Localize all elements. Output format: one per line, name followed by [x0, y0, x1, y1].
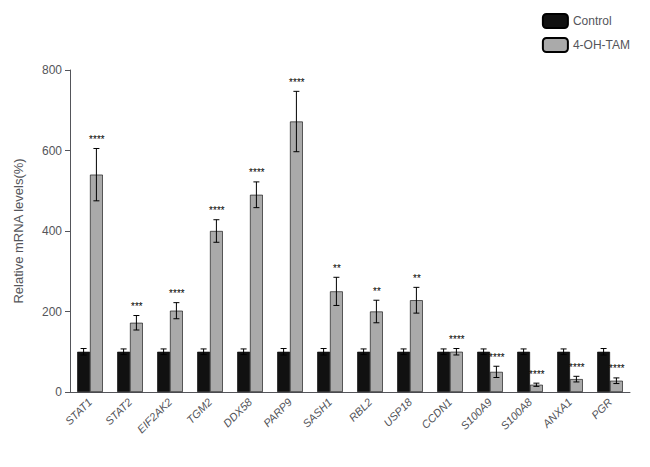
- svg-text:****: ****: [609, 363, 626, 374]
- svg-text:DDX58: DDX58: [221, 395, 255, 429]
- svg-text:0: 0: [55, 385, 62, 399]
- svg-text:STAT1: STAT1: [63, 396, 95, 428]
- svg-text:ANXA1: ANXA1: [540, 396, 575, 431]
- svg-text:Relative mRNA levels(%): Relative mRNA levels(%): [11, 158, 26, 303]
- svg-text:PGR: PGR: [589, 396, 614, 421]
- svg-text:***: ***: [131, 301, 144, 312]
- svg-text:**: **: [373, 286, 382, 297]
- svg-text:****: ****: [169, 288, 186, 299]
- svg-text:600: 600: [42, 144, 62, 158]
- svg-text:****: ****: [89, 134, 106, 145]
- svg-text:4-OH-TAM: 4-OH-TAM: [573, 38, 630, 52]
- svg-text:RBL2: RBL2: [346, 396, 374, 424]
- svg-text:Control: Control: [573, 14, 612, 28]
- svg-text:S100A9: S100A9: [458, 396, 494, 432]
- svg-text:USP18: USP18: [381, 395, 415, 429]
- svg-text:**: **: [413, 273, 422, 284]
- svg-text:****: ****: [529, 369, 546, 380]
- svg-text:S100A8: S100A8: [498, 395, 535, 432]
- svg-text:PARP9: PARP9: [261, 396, 294, 429]
- svg-text:****: ****: [289, 77, 306, 88]
- svg-text:STAT2: STAT2: [103, 396, 135, 428]
- svg-text:****: ****: [249, 167, 266, 178]
- svg-text:****: ****: [489, 352, 506, 363]
- svg-text:CCDN1: CCDN1: [419, 396, 454, 431]
- svg-text:****: ****: [209, 205, 226, 216]
- svg-text:SASH1: SASH1: [300, 396, 334, 430]
- svg-text:**: **: [333, 263, 342, 274]
- svg-text:400: 400: [42, 224, 62, 238]
- svg-text:200: 200: [42, 305, 62, 319]
- svg-text:****: ****: [569, 362, 586, 373]
- svg-text:800: 800: [42, 63, 62, 77]
- svg-text:****: ****: [449, 334, 466, 345]
- svg-text:EIF2AK2: EIF2AK2: [135, 396, 175, 436]
- svg-text:TGM2: TGM2: [184, 396, 214, 426]
